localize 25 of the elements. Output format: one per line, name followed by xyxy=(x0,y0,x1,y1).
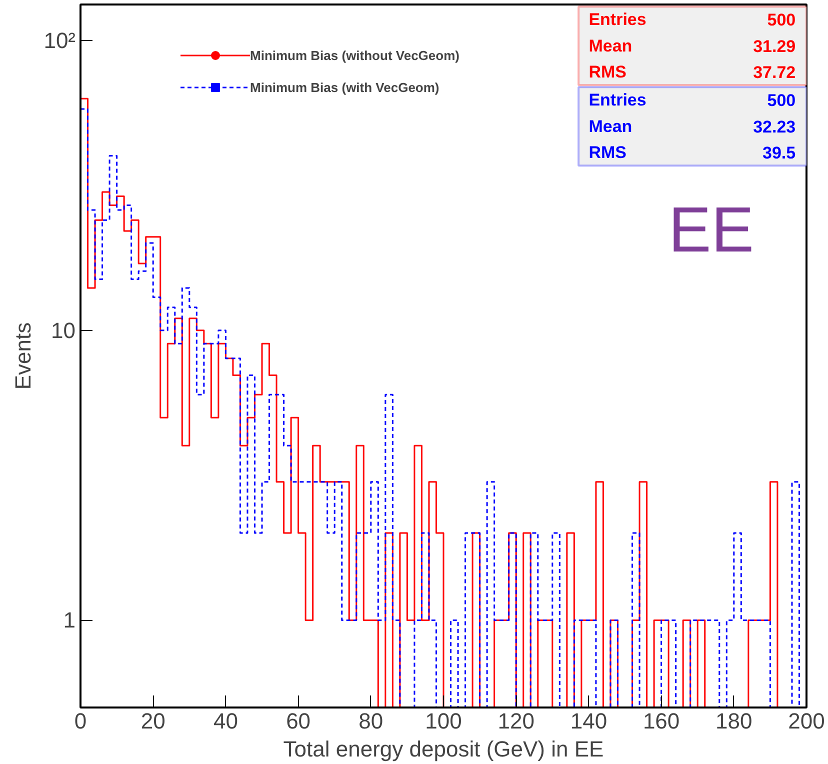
legend-label: Minimum Bias (without VecGeom) xyxy=(250,48,460,62)
x-tick-label: 180 xyxy=(716,708,752,734)
text: RMS 37.72 xyxy=(588,62,796,82)
x-tick-label: 40 xyxy=(213,708,238,734)
x-tick-label: 0 xyxy=(74,708,87,734)
legend-label: Minimum Bias (with VecGeom) xyxy=(250,80,440,94)
x-tick-label: 160 xyxy=(642,708,680,734)
y-tick-label: 1 xyxy=(63,608,76,633)
x-tick-label: 140 xyxy=(570,708,608,734)
x-tick-label: 80 xyxy=(358,708,384,734)
x-axis-title: Total energy deposit (GeV) in EE xyxy=(283,736,604,762)
annotation: EE xyxy=(668,193,754,266)
x-tick-label: 60 xyxy=(286,708,311,734)
x-tick-label: 120 xyxy=(498,708,534,734)
y-axis-title: Events xyxy=(10,322,36,390)
x-tick-label: 20 xyxy=(140,708,166,734)
text: Entries 500 xyxy=(588,10,796,30)
text: Mean 32.23 xyxy=(588,116,796,136)
text: Mean 31.29 xyxy=(588,36,796,56)
text: Entries 500 xyxy=(588,90,796,110)
text: RMS 39.5 xyxy=(588,143,796,163)
y-tick-label: 10 xyxy=(51,318,76,343)
x-tick-label: 200 xyxy=(788,708,825,734)
x-tick-label: 100 xyxy=(425,708,462,734)
y-tick-label: 10² xyxy=(44,28,76,53)
